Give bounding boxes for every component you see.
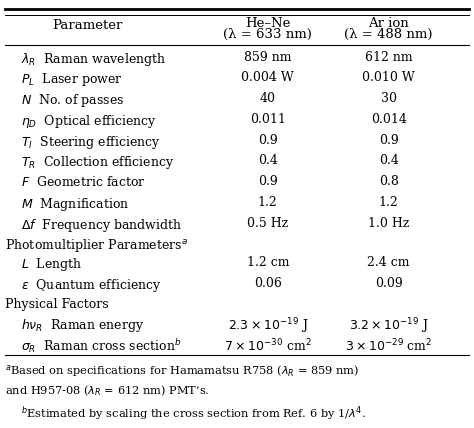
Text: 0.011: 0.011 (250, 113, 286, 126)
Text: 0.4: 0.4 (379, 155, 399, 167)
Text: 1.0 Hz: 1.0 Hz (368, 217, 410, 229)
Text: 0.9: 0.9 (258, 134, 278, 146)
Text: 0.06: 0.06 (254, 277, 282, 290)
Text: 2.4 cm: 2.4 cm (367, 256, 410, 269)
Text: 0.9: 0.9 (379, 134, 399, 146)
Text: $F$  Geometric factor: $F$ Geometric factor (21, 175, 146, 189)
Text: and H957-08 ($\lambda_R$ = 612 nm) PMT’s.: and H957-08 ($\lambda_R$ = 612 nm) PMT’s… (5, 383, 210, 398)
Text: $T_R$  Collection efficiency: $T_R$ Collection efficiency (21, 155, 174, 171)
Text: $^a$Based on specifications for Hamamatsu R758 ($\lambda_R$ = 859 nm): $^a$Based on specifications for Hamamats… (5, 363, 359, 378)
Text: $T_I$  Steering efficiency: $T_I$ Steering efficiency (21, 134, 161, 151)
Text: $L$  Length: $L$ Length (21, 256, 82, 273)
Text: He–Ne: He–Ne (245, 17, 291, 30)
Text: $h\nu_R$  Raman energy: $h\nu_R$ Raman energy (21, 316, 145, 333)
Text: $M$  Magnification: $M$ Magnification (21, 196, 129, 213)
Text: Photomultiplier Parameters$^a$: Photomultiplier Parameters$^a$ (5, 237, 188, 254)
Text: Physical Factors: Physical Factors (5, 297, 109, 311)
Text: 0.010 W: 0.010 W (362, 71, 415, 84)
Text: $N$  No. of passes: $N$ No. of passes (21, 92, 125, 109)
Text: $P_L$  Laser power: $P_L$ Laser power (21, 71, 123, 88)
Text: Parameter: Parameter (53, 19, 123, 32)
Text: 0.8: 0.8 (379, 175, 399, 188)
Text: $3.2\times10^{-19}$ J: $3.2\times10^{-19}$ J (349, 316, 428, 336)
Text: 1.2 cm: 1.2 cm (246, 256, 289, 269)
Text: 0.9: 0.9 (258, 175, 278, 188)
Text: 0.004 W: 0.004 W (241, 71, 294, 84)
Text: 0.4: 0.4 (258, 155, 278, 167)
Text: 859 nm: 859 nm (244, 51, 292, 63)
Text: 30: 30 (381, 92, 397, 105)
Text: 1.2: 1.2 (379, 196, 399, 209)
Text: $\Delta f$  Frequency bandwidth: $\Delta f$ Frequency bandwidth (21, 217, 182, 234)
Text: 1.2: 1.2 (258, 196, 278, 209)
Text: $\eta_D$  Optical efficiency: $\eta_D$ Optical efficiency (21, 113, 157, 130)
Text: (λ = 633 nm): (λ = 633 nm) (223, 28, 312, 41)
Text: 40: 40 (260, 92, 276, 105)
Text: $\sigma_R$  Raman cross section$^b$: $\sigma_R$ Raman cross section$^b$ (21, 337, 182, 355)
Text: $\lambda_R$  Raman wavelength: $\lambda_R$ Raman wavelength (21, 51, 166, 68)
Text: $2.3\times10^{-19}$ J: $2.3\times10^{-19}$ J (228, 316, 308, 336)
Text: 612 nm: 612 nm (365, 51, 412, 63)
Text: $7\times10^{-30}$ cm$^2$: $7\times10^{-30}$ cm$^2$ (224, 337, 312, 354)
Text: 0.5 Hz: 0.5 Hz (247, 217, 289, 229)
Text: 0.014: 0.014 (371, 113, 407, 126)
Text: $^b$Estimated by scaling the cross section from Ref. 6 by 1/$\lambda^4$.: $^b$Estimated by scaling the cross secti… (21, 404, 366, 423)
Text: $\epsilon$  Quantum efficiency: $\epsilon$ Quantum efficiency (21, 277, 162, 294)
Text: Ar ion: Ar ion (368, 17, 409, 30)
Text: $3\times10^{-29}$ cm$^2$: $3\times10^{-29}$ cm$^2$ (345, 337, 432, 354)
Text: 0.09: 0.09 (375, 277, 402, 290)
Text: (λ = 488 nm): (λ = 488 nm) (345, 28, 433, 41)
